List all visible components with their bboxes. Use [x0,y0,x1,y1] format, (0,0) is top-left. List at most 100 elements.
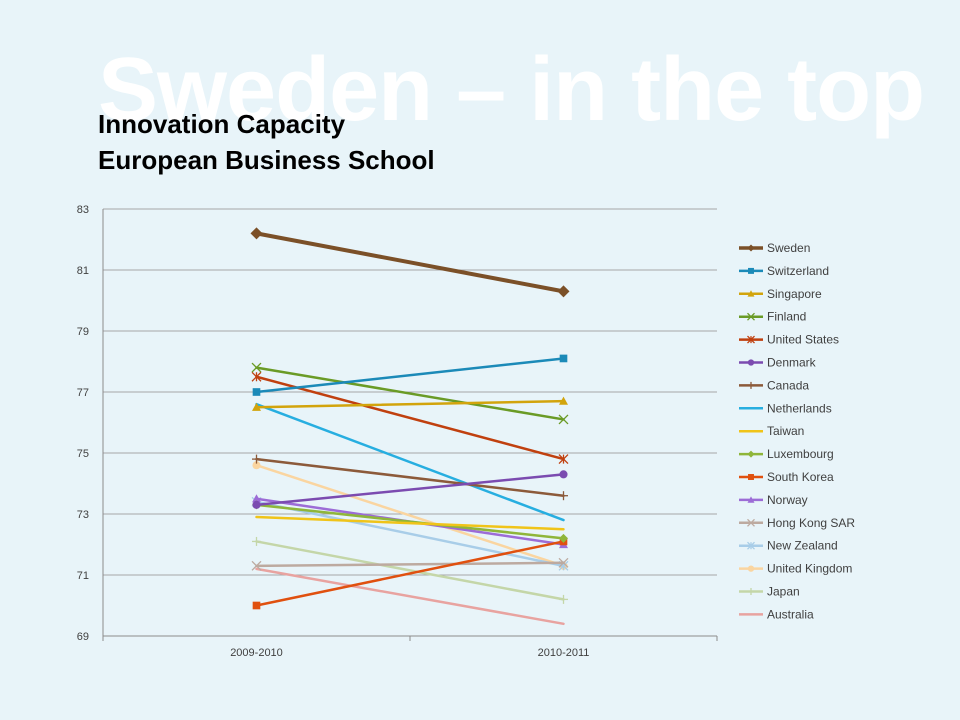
x-tick-label: 2010-2011 [538,647,590,659]
chart-title-line-1: Innovation Capacity [98,109,346,139]
legend-entry-denmark: Denmark [739,356,817,370]
legend-label: Singapore [767,287,822,301]
legend-label: Australia [767,607,814,621]
series-line [255,473,565,507]
legend-entry-norway: Norway [739,493,808,507]
axes: 69 71 73 75 77 79 81 83 2009-2010 2010-2011 [77,204,718,659]
legend-label: South Korea [767,470,834,484]
legend-marker [747,381,755,389]
data-point [559,594,568,604]
legend-entry-sweden: Sweden [739,241,810,255]
legend-label: Taiwan [767,424,804,438]
legend-label: Denmark [767,356,817,370]
data-point [559,491,568,501]
gridlines [103,208,717,637]
legend-marker [748,267,754,274]
series-denmark [252,470,568,509]
legend-entry-japan: Japan [739,585,800,599]
data-point [559,533,568,543]
series-line [255,457,565,497]
legend-marker [747,588,755,595]
data-point [557,285,570,298]
data-point [252,402,261,411]
series-line [255,540,565,607]
series-singapore [252,396,568,411]
series-canada [252,454,568,501]
legend-entry-singapore: Singapore [739,287,822,301]
legend-label: Finland [767,310,806,324]
series-line [255,375,565,461]
y-tick-label: 83 [77,204,89,216]
legend-label: Norway [767,493,808,507]
series-switzerland [252,354,568,396]
legend-marker [747,359,755,366]
data-point [250,227,263,240]
legend-label: Luxembourg [767,447,834,461]
y-tick-label: 71 [77,570,89,582]
y-tick-label: 81 [77,265,89,277]
data-point [252,601,261,610]
data-point [251,560,262,571]
series-taiwan [255,515,565,531]
legend-label: New Zealand [767,539,838,553]
data-point [559,396,568,405]
data-point [252,461,261,470]
data-point [252,500,261,509]
legend-marker [747,518,755,527]
legend-marker [747,541,755,550]
x-tick-label: 2009-2010 [230,647,283,659]
legend-marker [747,244,755,252]
y-tick-label: 69 [77,631,89,643]
legend-label: Canada [767,378,809,392]
y-tick-label: 79 [77,326,89,338]
series-luxembourg [252,500,568,543]
series-line [255,399,565,409]
legend-entry-south-korea: South Korea [739,470,834,484]
legend-entry-australia: Australia [739,607,814,621]
data-point [251,362,262,373]
series-line [255,402,565,522]
legend-marker [747,335,755,344]
slide-background-title: Sweden – in the top [98,40,925,140]
data-point [559,470,568,479]
data-point [558,454,569,465]
legend-marker [747,450,755,458]
legend-label: Switzerland [767,264,829,278]
chart-title: Innovation Capacity European Business Sc… [98,106,435,178]
data-point [252,388,261,396]
legend-label: Netherlands [767,401,832,415]
series-united-states [251,371,569,465]
legend-marker [747,312,755,321]
series-line [255,503,565,540]
data-point [558,414,569,425]
y-tick-label: 75 [77,448,89,460]
legend-entry-united-kingdom: United Kingdom [739,562,852,576]
series-finland [251,362,569,425]
legend: Sweden Switzerland Singapore Finland United … [739,241,855,621]
y-tick-label: 77 [77,387,89,399]
legend-label: Japan [767,585,800,599]
legend-label: Hong Kong SAR [767,516,855,530]
legend-entry-finland: Finland [739,310,806,324]
series-sweden [250,227,570,298]
legend-entry-hong-kong-sar: Hong Kong SAR [739,516,855,530]
legend-label: United States [767,333,839,347]
series-line [255,463,565,568]
legend-marker [747,496,755,503]
series-line [255,567,565,626]
legend-marker [748,474,754,480]
legend-entry-luxembourg: Luxembourg [739,447,834,461]
series-netherlands [255,402,565,522]
data-point [558,557,569,568]
data-point [252,536,261,546]
legend-marker [747,290,755,297]
legend-entry-united-states: United States [739,333,839,347]
series-hong-kong-sar [251,557,569,571]
series-lines [250,227,570,626]
series-line [255,561,565,568]
series-line [255,515,565,531]
legend-label: United Kingdom [767,562,852,576]
series-line [255,366,565,421]
series-line [254,231,566,294]
legend-entry-taiwan: Taiwan [739,424,804,438]
